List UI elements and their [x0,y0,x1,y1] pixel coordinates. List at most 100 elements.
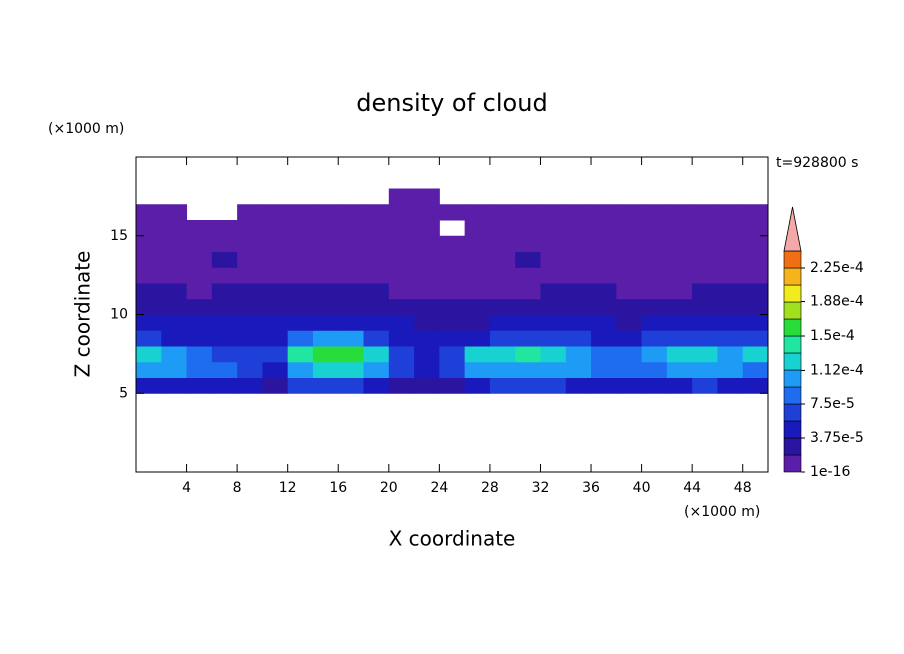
contour-cell [363,298,390,315]
contour-cell [591,283,617,300]
contour-cell [186,235,213,252]
contour-cell [692,220,718,237]
colorbar-box [783,386,802,405]
contour-cell [616,251,643,268]
contour-cell [489,314,516,331]
contour-cell [439,330,466,347]
contour-cell [186,330,213,347]
contour-cell [717,204,744,221]
chart-title: density of cloud [356,89,547,117]
colorbar-box [783,403,802,422]
contour-cell [237,235,263,252]
contour-cell [616,377,643,394]
contour-cell [565,361,592,378]
contour-cell [489,298,516,315]
colorbar-label: 3.75e-5 [810,430,864,446]
contour-cell [489,267,516,284]
x-tick-label: 16 [329,480,347,496]
contour-cell [388,235,415,252]
contour-cell [489,346,516,363]
contour-cell [186,314,213,331]
x-tick-label: 36 [582,480,600,496]
contour-cell [641,330,668,347]
contour-cell [211,314,238,331]
y-tick-label: 15 [110,228,128,244]
contour-cell [161,267,188,284]
contour-cell [312,220,339,237]
contour-cell [666,251,693,268]
contour-cell [540,283,567,300]
contour-cell [287,346,314,363]
contour-cell [136,377,162,394]
contour-cell [540,298,567,315]
contour-cell [237,220,263,237]
contour-cell [388,361,415,378]
contour-cell [515,346,541,363]
contour-cell [414,330,440,347]
contour-cell [262,267,289,284]
contour-cell [388,267,415,284]
contour-cell [641,235,668,252]
contour-cell [540,204,567,221]
contour-cell [616,235,643,252]
contour-cell [692,235,718,252]
contour-cell [565,330,592,347]
contour-cell [565,314,592,331]
contour-cell [439,235,466,252]
contour-cell [287,377,314,394]
contour-cell [338,251,365,268]
contour-cell [363,377,390,394]
x-tick-label: 8 [233,480,242,496]
colorbar-box [783,301,802,320]
contour-cell [388,188,415,205]
contour-cell [388,314,415,331]
contour-cell [388,283,415,300]
contour-cell [591,314,617,331]
contour-cell [515,251,541,268]
contour-cell [717,314,744,331]
contour-cell [540,377,567,394]
contour-cell [388,220,415,237]
contour-cell [540,330,567,347]
contour-cell [388,346,415,363]
contour-cell [363,330,390,347]
colorbar-box [783,318,802,337]
contour-cell [692,298,718,315]
contour-cell [363,346,390,363]
contour-cell [591,220,617,237]
contour-cell [262,361,289,378]
contour-cell [616,361,643,378]
contour-cell [616,314,643,331]
contour-cell [338,377,365,394]
contour-cell [262,220,289,237]
x-tick-label: 24 [430,480,448,496]
contour-cell [742,220,769,237]
contour-cell [616,267,643,284]
contour-cell [312,283,339,300]
contour-cell [515,361,541,378]
contour-cell [464,235,491,252]
contour-cell [692,314,718,331]
contour-cell [666,361,693,378]
contour-cell [161,314,188,331]
contour-cell [717,298,744,315]
colorbar-box [783,420,802,439]
x-tick-label: 44 [683,480,701,496]
contour-cell [186,251,213,268]
contour-cell [464,377,491,394]
contour-cell [136,314,162,331]
contour-cell [439,377,466,394]
contour-cell [237,314,263,331]
contour-cell [211,330,238,347]
contour-cell [692,283,718,300]
time-label: t=928800 s [776,155,858,171]
contour-cell [464,283,491,300]
x-tick-label: 40 [633,480,651,496]
contour-cell [540,235,567,252]
contour-cell [591,204,617,221]
contour-cell [237,283,263,300]
contour-cell [464,361,491,378]
contour-cell [262,377,289,394]
contour-cell [161,220,188,237]
contour-cell [641,204,668,221]
